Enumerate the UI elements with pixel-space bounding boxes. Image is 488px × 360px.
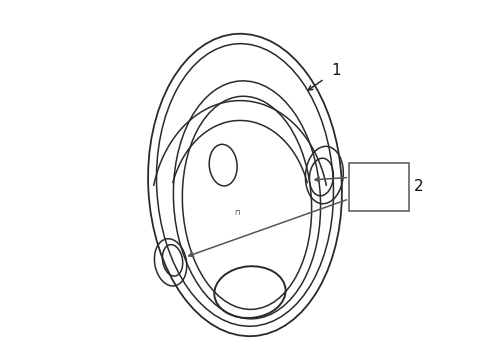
Text: 2: 2 xyxy=(413,179,423,194)
Text: ⊓: ⊓ xyxy=(234,210,239,216)
Text: 1: 1 xyxy=(331,63,340,78)
Bar xyxy=(348,163,408,211)
